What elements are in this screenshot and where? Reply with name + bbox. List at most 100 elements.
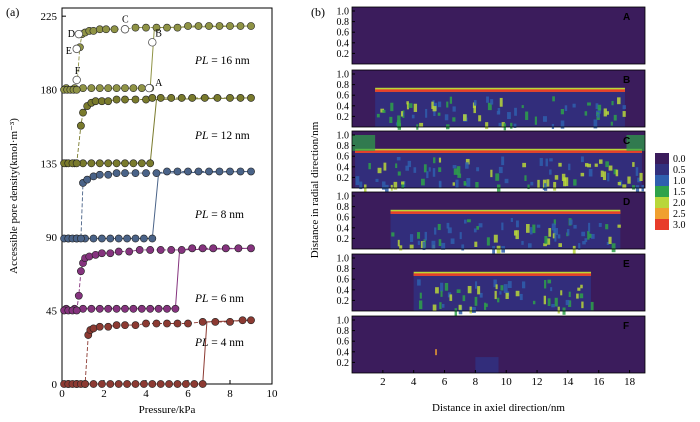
state-label: B — [623, 75, 630, 86]
x-tick-label: 16 — [593, 376, 605, 388]
heatmap-cell — [553, 219, 556, 226]
data-point — [156, 94, 165, 102]
heatmap-cell — [534, 116, 537, 125]
heatmap-cell — [383, 162, 387, 171]
heatmap-cell — [495, 284, 498, 290]
heatmap-cell — [602, 171, 607, 181]
heatmap-cell — [528, 243, 532, 248]
heatmap-cell — [425, 108, 428, 118]
heatmap-cell — [510, 218, 513, 222]
heatmap-cell — [564, 105, 568, 112]
data-point — [247, 167, 255, 176]
heatmap-cell — [441, 242, 446, 250]
heatmap-cell — [543, 243, 547, 247]
heatmap-cell — [409, 234, 414, 243]
heatmap-cell — [547, 298, 551, 306]
data-point — [163, 23, 171, 32]
heatmap-cell — [419, 292, 422, 299]
colorbar-label: 1.5 — [673, 187, 686, 198]
heatmap-cell — [584, 238, 588, 243]
data-point — [104, 97, 113, 106]
data-point — [152, 169, 161, 178]
heatmap-cell — [576, 293, 579, 299]
heatmap-cell — [617, 224, 621, 228]
colorbar-label: 0.5 — [673, 165, 686, 176]
y-tick-label: 0.8 — [337, 141, 350, 152]
y-tick-label: 1.0 — [337, 192, 350, 203]
data-point — [167, 94, 176, 102]
heatmap-cell — [553, 229, 556, 234]
heatmap-cell — [608, 165, 613, 171]
desorption-point — [87, 304, 96, 313]
heatmap-cell — [635, 167, 639, 176]
heatmap-cell — [474, 241, 478, 247]
heatmap-cell — [587, 163, 592, 168]
heatmap-cell — [577, 287, 581, 291]
panel-b-plot: 0.20.40.60.81.0 A0.20.40.60.81.0 B0.20.40.… — [309, 7, 686, 415]
y-tick-label: 1.0 — [337, 7, 350, 18]
heatmap-cell — [544, 183, 548, 191]
heatmap-cell — [396, 157, 401, 161]
heatmap-cell — [433, 157, 436, 164]
y-tick-label: 0.8 — [337, 264, 350, 275]
state-marker — [72, 44, 81, 54]
heatmap-cell — [585, 163, 589, 167]
heatmap-cell — [507, 112, 511, 120]
desorption-point — [139, 234, 148, 243]
heatmap-cell — [552, 96, 555, 102]
desorption-point — [121, 304, 129, 313]
heatmap-cell — [397, 239, 400, 247]
y-tick-label: 0.6 — [337, 337, 350, 348]
x-tick-label: 10 — [267, 388, 279, 400]
heatmap-cell — [401, 182, 405, 189]
x-axis-label: Pressure/kPa — [139, 404, 196, 416]
data-point — [121, 169, 129, 178]
y-tick-label: 0.6 — [337, 152, 350, 163]
y-tick-label: 0.6 — [337, 275, 350, 286]
desorption-point — [137, 159, 146, 168]
heatmap-cell — [597, 104, 602, 111]
heatmap-cell — [617, 181, 622, 186]
heatmap-cell — [500, 285, 504, 291]
data-point — [112, 95, 121, 104]
heatmap-cell — [544, 235, 548, 244]
desorption-point — [173, 380, 182, 388]
heatmap-cell — [526, 224, 530, 233]
heatmap-cell — [568, 300, 572, 307]
heatmap-cell — [566, 229, 570, 236]
heatmap-cell — [622, 105, 626, 110]
data-point — [142, 169, 150, 178]
heatmap-cell — [522, 162, 527, 168]
heatmap-cell — [529, 227, 533, 235]
heatmap-cell — [426, 171, 429, 179]
heatmap-cell — [554, 233, 557, 242]
colorbar-swatch — [655, 219, 669, 230]
series-label: PL = 6 nm — [194, 293, 244, 305]
heatmap-cell — [550, 287, 553, 292]
series-label: PL = 8 nm — [194, 209, 244, 221]
heatmap-cell — [377, 167, 382, 174]
data-point — [83, 175, 92, 184]
y-axis-label: Accessible pore density(kmol·m⁻³) — [8, 118, 20, 274]
data-point — [226, 94, 234, 102]
heatmap-cell — [578, 243, 581, 250]
heatmap-cell — [497, 297, 500, 303]
heatmap-cell — [421, 178, 425, 186]
colorbar-swatch — [655, 186, 669, 197]
desorption-point — [129, 304, 138, 313]
heatmap-cell — [376, 113, 380, 118]
heatmap-cell — [490, 169, 493, 178]
heatmap-cell — [581, 231, 586, 237]
heatmap-cell — [605, 161, 609, 168]
heatmap-cell — [542, 116, 547, 122]
heatmap-cell — [501, 156, 505, 166]
heatmap-cell — [551, 304, 555, 308]
heatmap-cell — [605, 224, 609, 230]
data-point — [125, 247, 134, 256]
data-point — [79, 108, 87, 117]
data-point — [72, 306, 81, 315]
desorption-point — [137, 84, 146, 93]
desorption-point — [165, 380, 173, 388]
heatmap-cell — [499, 97, 503, 107]
data-point — [247, 244, 255, 253]
